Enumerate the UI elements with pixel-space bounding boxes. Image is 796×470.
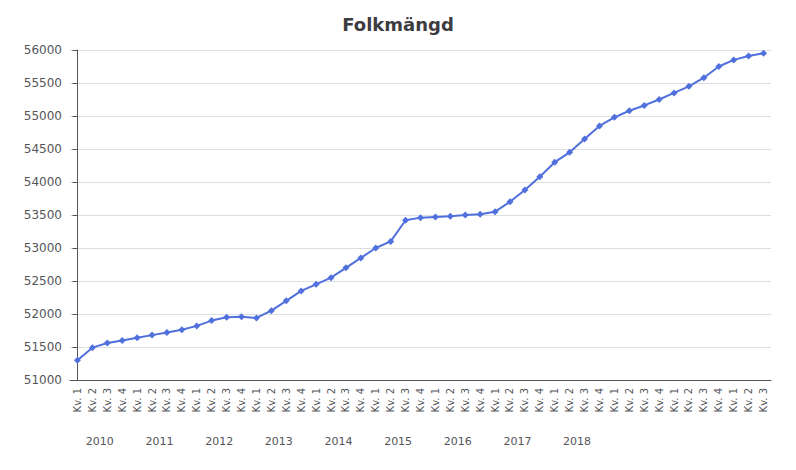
svg-text:Kv. 4: Kv. 4 <box>117 388 128 412</box>
svg-text:2015: 2015 <box>384 435 412 448</box>
svg-text:Kv. 3: Kv. 3 <box>519 388 530 412</box>
svg-text:2014: 2014 <box>324 435 352 448</box>
svg-text:2013: 2013 <box>265 435 293 448</box>
svg-text:55000: 55000 <box>24 109 62 123</box>
svg-text:Kv. 2: Kv. 2 <box>683 388 694 412</box>
svg-text:Kv. 2: Kv. 2 <box>206 388 217 412</box>
svg-text:Kv. 3: Kv. 3 <box>460 388 471 412</box>
svg-text:Kv. 4: Kv. 4 <box>355 388 366 412</box>
svg-text:51000: 51000 <box>24 373 62 387</box>
svg-text:53500: 53500 <box>24 208 62 222</box>
svg-text:2016: 2016 <box>444 435 472 448</box>
svg-text:Kv. 4: Kv. 4 <box>296 388 307 412</box>
svg-text:Kv. 3: Kv. 3 <box>579 388 590 412</box>
svg-text:Kv. 1: Kv. 1 <box>132 388 143 412</box>
svg-text:Kv. 4: Kv. 4 <box>713 388 724 412</box>
svg-text:Kv. 3: Kv. 3 <box>758 388 769 412</box>
svg-text:56000: 56000 <box>24 43 62 57</box>
svg-text:Kv. 1: Kv. 1 <box>251 388 262 412</box>
svg-text:Kv. 1: Kv. 1 <box>669 388 680 412</box>
svg-text:54500: 54500 <box>24 142 62 156</box>
svg-text:Kv. 3: Kv. 3 <box>639 388 650 412</box>
svg-text:Kv. 3: Kv. 3 <box>400 388 411 412</box>
svg-text:Kv. 2: Kv. 2 <box>326 388 337 412</box>
svg-text:Kv. 2: Kv. 2 <box>624 388 635 412</box>
svg-text:Kv. 2: Kv. 2 <box>564 388 575 412</box>
svg-text:Kv. 1: Kv. 1 <box>549 388 560 412</box>
svg-text:2017: 2017 <box>503 435 531 448</box>
svg-text:Kv. 4: Kv. 4 <box>236 388 247 412</box>
svg-text:Kv. 4: Kv. 4 <box>475 388 486 412</box>
svg-text:Kv. 4: Kv. 4 <box>534 388 545 412</box>
svg-text:Kv. 4: Kv. 4 <box>594 388 605 412</box>
svg-text:Kv. 4: Kv. 4 <box>654 388 665 412</box>
svg-text:Kv. 2: Kv. 2 <box>445 388 456 412</box>
svg-text:2018: 2018 <box>563 435 591 448</box>
svg-text:Kv. 2: Kv. 2 <box>266 388 277 412</box>
svg-text:Kv. 4: Kv. 4 <box>415 388 426 412</box>
svg-text:54000: 54000 <box>24 175 62 189</box>
svg-text:Kv. 2: Kv. 2 <box>147 388 158 412</box>
svg-text:53000: 53000 <box>24 241 62 255</box>
svg-text:52500: 52500 <box>24 274 62 288</box>
svg-text:Kv. 1: Kv. 1 <box>191 388 202 412</box>
svg-text:2012: 2012 <box>205 435 233 448</box>
svg-text:2010: 2010 <box>86 435 114 448</box>
svg-text:Kv. 2: Kv. 2 <box>743 388 754 412</box>
svg-text:Kv. 1: Kv. 1 <box>370 388 381 412</box>
svg-text:Kv. 1: Kv. 1 <box>728 388 739 412</box>
svg-text:52000: 52000 <box>24 307 62 321</box>
svg-text:Kv. 2: Kv. 2 <box>385 388 396 412</box>
svg-text:Kv. 3: Kv. 3 <box>221 388 232 412</box>
svg-text:Kv. 3: Kv. 3 <box>340 388 351 412</box>
svg-text:Kv. 3: Kv. 3 <box>102 388 113 412</box>
svg-text:Kv. 3: Kv. 3 <box>698 388 709 412</box>
svg-text:Folkmängd: Folkmängd <box>342 14 454 35</box>
svg-text:Kv. 1: Kv. 1 <box>72 388 83 412</box>
svg-text:51500: 51500 <box>24 340 62 354</box>
svg-text:Kv. 1: Kv. 1 <box>490 388 501 412</box>
svg-text:55500: 55500 <box>24 76 62 90</box>
svg-text:Kv. 1: Kv. 1 <box>311 388 322 412</box>
svg-text:2011: 2011 <box>145 435 173 448</box>
svg-text:Kv. 3: Kv. 3 <box>281 388 292 412</box>
svg-text:Kv. 2: Kv. 2 <box>87 388 98 412</box>
svg-text:Kv. 4: Kv. 4 <box>176 388 187 412</box>
svg-text:Kv. 1: Kv. 1 <box>430 388 441 412</box>
svg-text:Kv. 3: Kv. 3 <box>161 388 172 412</box>
svg-text:Kv. 2: Kv. 2 <box>504 388 515 412</box>
svg-text:Kv. 1: Kv. 1 <box>609 388 620 412</box>
